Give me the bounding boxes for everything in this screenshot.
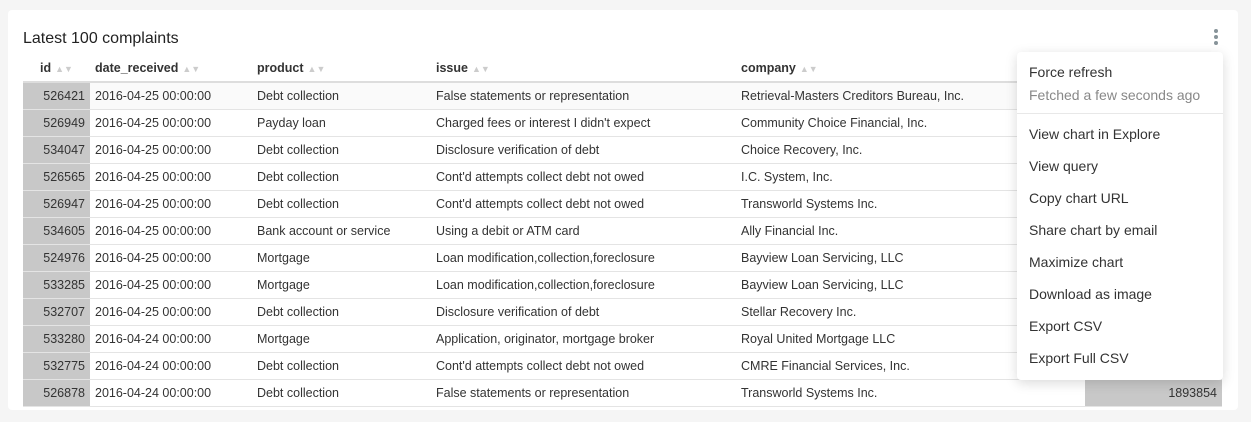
sort-icon[interactable]: ▲▼ — [471, 64, 490, 74]
column-header-date-received[interactable]: date_received ▲▼ — [90, 55, 252, 83]
table-row: 526878 2016-04-24 00:00:00 Debt collection… — [23, 379, 1222, 407]
table-cell: 526421 — [23, 82, 90, 110]
menu-item-maximize-chart[interactable]: Maximize chart — [1029, 254, 1124, 270]
table-cell: Loan modification,collection,foreclosure — [431, 244, 736, 272]
menu-item-share-chart-by-email[interactable]: Share chart by email — [1029, 222, 1158, 238]
table-cell: 533280 — [23, 325, 90, 353]
table-cell: 2016-04-25 00:00:00 — [90, 82, 252, 110]
table-cell: Debt collection — [252, 190, 431, 218]
table-cell: Mortgage — [252, 325, 431, 353]
table-cell: Cont'd attempts collect debt not owed — [431, 163, 736, 191]
table-cell: False statements or representation — [431, 82, 736, 110]
table-cell: 2016-04-25 00:00:00 — [90, 217, 252, 245]
table-cell: Charged fees or interest I didn't expect — [431, 109, 736, 137]
table-cell: Transworld Systems Inc. — [736, 379, 1085, 407]
table-cell: Debt collection — [252, 298, 431, 326]
table-cell: Loan modification,collection,foreclosure — [431, 271, 736, 299]
sort-icon[interactable]: ▲▼ — [182, 64, 201, 74]
fetched-status: Fetched a few seconds ago — [1029, 87, 1201, 103]
table-cell: 2016-04-24 00:00:00 — [90, 325, 252, 353]
table-cell: 526565 — [23, 163, 90, 191]
table-cell: 533285 — [23, 271, 90, 299]
table-cell: 2016-04-25 00:00:00 — [90, 271, 252, 299]
more-options-icon[interactable] — [1211, 28, 1221, 52]
menu-item-view-query[interactable]: View query — [1029, 158, 1099, 174]
table-cell: Debt collection — [252, 136, 431, 164]
table-cell: 534047 — [23, 136, 90, 164]
table-cell: 2016-04-25 00:00:00 — [90, 163, 252, 191]
chart-title: Latest 100 complaints — [23, 30, 179, 47]
table-cell: 526949 — [23, 109, 90, 137]
table-cell: 2016-04-25 00:00:00 — [90, 109, 252, 137]
table-cell: 1893854 — [1085, 379, 1222, 407]
menu-divider — [1017, 113, 1223, 114]
column-label: date_received — [95, 61, 179, 75]
column-header-product[interactable]: product ▲▼ — [252, 55, 431, 83]
table-cell: Application, originator, mortgage broker — [431, 325, 736, 353]
sort-icon[interactable]: ▲▼ — [55, 64, 73, 74]
table-cell: Debt collection — [252, 379, 431, 407]
table-cell: False statements or representation — [431, 379, 736, 407]
menu-item-copy-chart-url[interactable]: Copy chart URL — [1029, 190, 1129, 206]
table-cell: Mortgage — [252, 244, 431, 272]
table-cell: Disclosure verification of debt — [431, 136, 736, 164]
table-cell: 2016-04-24 00:00:00 — [90, 379, 252, 407]
table-cell: Disclosure verification of debt — [431, 298, 736, 326]
table-cell: 532775 — [23, 352, 90, 380]
menu-item-force-refresh[interactable]: Force refresh — [1029, 64, 1113, 80]
table-cell: Debt collection — [252, 82, 431, 110]
table-cell: 2016-04-24 00:00:00 — [90, 352, 252, 380]
column-label: product — [257, 61, 304, 75]
table-cell: 2016-04-25 00:00:00 — [90, 136, 252, 164]
table-cell: Bank account or service — [252, 217, 431, 245]
column-header-id[interactable]: id ▲▼ — [23, 55, 90, 83]
table-cell: Payday loan — [252, 109, 431, 137]
table-cell: 532707 — [23, 298, 90, 326]
table-cell: Cont'd attempts collect debt not owed — [431, 190, 736, 218]
table-cell: 526878 — [23, 379, 90, 407]
table-cell: 2016-04-25 00:00:00 — [90, 244, 252, 272]
menu-item-download-as-image[interactable]: Download as image — [1029, 286, 1152, 302]
table-cell: Cont'd attempts collect debt not owed — [431, 352, 736, 380]
table-row: 524976 2016-04-25 00:00:00 Mortgage Loan mo… — [23, 244, 1222, 272]
column-header-issue[interactable]: issue ▲▼ — [431, 55, 736, 83]
menu-item-view-chart-in-explore[interactable]: View chart in Explore — [1029, 126, 1161, 142]
column-label: id — [40, 61, 52, 75]
table-cell: Using a debit or ATM card — [431, 217, 736, 245]
column-label: company — [741, 61, 796, 75]
sort-icon[interactable]: ▲▼ — [307, 64, 326, 74]
table-cell: 524976 — [23, 244, 90, 272]
table-cell: 2016-04-25 00:00:00 — [90, 190, 252, 218]
menu-item-export-csv[interactable]: Export CSV — [1029, 318, 1103, 334]
table-cell: 2016-04-25 00:00:00 — [90, 298, 252, 326]
chart-options-menu: Force refresh Fetched a few seconds ago … — [1017, 52, 1223, 380]
table-cell: Mortgage — [252, 271, 431, 299]
table-cell: Bayview Loan Servicing, LLC — [736, 244, 1085, 272]
menu-item-export-full-csv[interactable]: Export Full CSV — [1029, 350, 1129, 366]
table-cell: 526947 — [23, 190, 90, 218]
sort-icon[interactable]: ▲▼ — [799, 64, 818, 74]
table-row: 534605 2016-04-25 00:00:00 Bank account or… — [23, 217, 1222, 245]
table-cell: Debt collection — [252, 352, 431, 380]
table-cell: Debt collection — [252, 163, 431, 191]
table-cell: 534605 — [23, 217, 90, 245]
column-label: issue — [436, 61, 468, 75]
